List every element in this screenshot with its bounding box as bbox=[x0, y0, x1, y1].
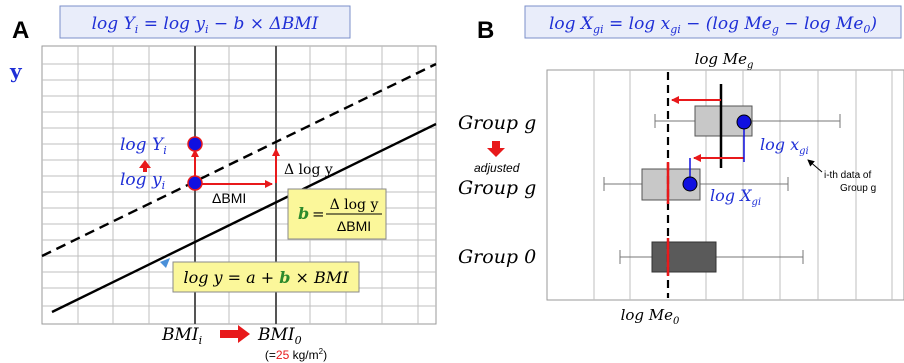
label-group-0: Group 0 bbox=[458, 246, 536, 268]
panel-b-equation: log Xgi = log xgi − (log Meg − log Me0) bbox=[549, 14, 877, 36]
reference-bmi-note: (=25 kg/m2) bbox=[265, 347, 327, 362]
panel-a: A log Yi = log yi − b × ΔBMI y bbox=[9, 5, 437, 362]
boxplot-group-g bbox=[654, 105, 841, 137]
regression-line bbox=[51, 122, 437, 314]
label-logYi: log Yi bbox=[120, 135, 167, 157]
note-pointer bbox=[807, 159, 823, 173]
note-line-2: Group g bbox=[840, 183, 876, 194]
panel-b-letter: B bbox=[477, 17, 494, 44]
slope-num: Δ log y bbox=[330, 197, 379, 213]
panel-b: B log Xgi = log xgi − (log Meg − log Me0… bbox=[458, 5, 904, 327]
boxplot-group-0 bbox=[619, 241, 804, 273]
line-equation-box: log y = a + b × BMI bbox=[172, 261, 360, 293]
pointer-icon bbox=[160, 258, 170, 268]
panel-a-equation: log Yi = log yi − b × ΔBMI bbox=[92, 14, 319, 36]
x-label-bmi-i: BMIi bbox=[161, 325, 202, 347]
dot-xgi bbox=[736, 114, 752, 130]
panel-b-equation-box bbox=[524, 5, 902, 39]
line-equation: log y = a + b × BMI bbox=[183, 268, 349, 287]
label-logyi: log yi bbox=[120, 170, 165, 192]
panel-a-hgrid bbox=[42, 63, 436, 307]
note-line-1: i-th data of bbox=[824, 170, 871, 181]
label-adjusted: adjusted bbox=[474, 161, 520, 175]
label-delta-bmi: ΔBMI bbox=[212, 190, 246, 206]
slope-eq: = bbox=[312, 205, 325, 223]
label-logMe0: log Me0 bbox=[621, 306, 680, 327]
slope-den: ΔBMI bbox=[337, 218, 371, 234]
label-logXgi: log Xgi bbox=[710, 186, 761, 208]
dashed-shifted-line bbox=[41, 62, 437, 258]
x-label-bmi-0: BMI0 bbox=[257, 325, 302, 347]
label-adjusted-group-g: Group g bbox=[458, 177, 536, 199]
label-delta-logy: Δ log y bbox=[284, 162, 333, 178]
label-logxgi: log xgi bbox=[760, 135, 809, 157]
panel-a-equation-box bbox=[59, 5, 351, 39]
dot-Xgi bbox=[682, 176, 698, 192]
label-group-g: Group g bbox=[458, 112, 536, 134]
panel-a-letter: A bbox=[12, 17, 29, 44]
slope-b: b bbox=[298, 204, 309, 223]
dot-logYi bbox=[187, 136, 203, 152]
down-arrow-icon bbox=[487, 141, 505, 157]
label-logMeg: log Meg bbox=[695, 50, 754, 71]
small-up-arrow-icon bbox=[139, 160, 151, 172]
panel-b-plot bbox=[546, 69, 904, 301]
slope-box: b = Δ log y ΔBMI bbox=[287, 188, 387, 240]
dot-logyi bbox=[187, 175, 203, 191]
right-arrow-icon bbox=[220, 325, 250, 343]
y-axis-label: y bbox=[9, 59, 23, 83]
